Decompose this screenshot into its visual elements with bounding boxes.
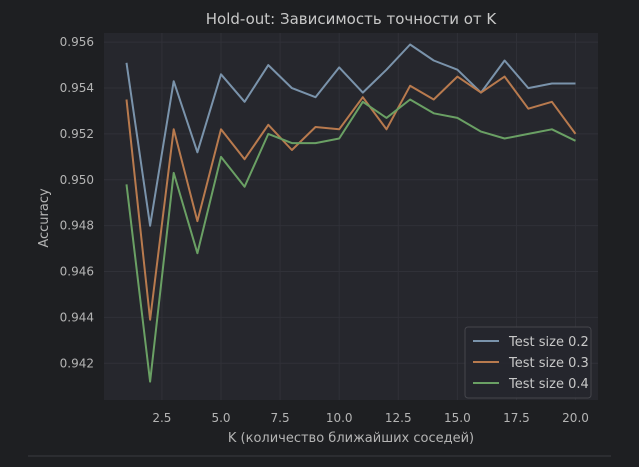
legend-label: Test size 0.3 [508, 356, 589, 371]
series-line [125, 98, 576, 383]
y-tick-label: 0.948 [60, 219, 94, 233]
y-tick-label: 0.952 [60, 127, 94, 141]
x-tick-label: 7.5 [271, 411, 290, 425]
x-tick-label: 15.0 [444, 411, 471, 425]
x-tick-label: 5.0 [211, 411, 230, 425]
x-tick-label: 12.5 [385, 411, 412, 425]
chart-title: Hold-out: Зависимость точности от K [206, 10, 498, 28]
y-tick-label: 0.954 [60, 81, 94, 95]
y-tick-label: 0.942 [60, 356, 94, 370]
x-tick-label: 17.5 [503, 411, 530, 425]
y-tick-label: 0.950 [60, 173, 94, 187]
y-axis-ticks: 0.942 0.944 0.946 0.948 0.950 0.952 0.954 0.956 [60, 35, 94, 370]
series-group [125, 43, 577, 383]
legend: Test size 0.2 Test size 0.3 Test size 0.4 [464, 326, 592, 399]
x-tick-label: 2.5 [152, 411, 171, 425]
x-axis-label: K (количество ближайших соседей) [228, 431, 474, 446]
series-line [125, 75, 577, 321]
legend-box [464, 326, 592, 399]
x-tick-label: 10.0 [326, 411, 353, 425]
legend-label: Test size 0.4 [508, 377, 589, 392]
y-axis-label: Accuracy [37, 188, 52, 248]
y-tick-label: 0.944 [60, 310, 94, 324]
y-tick-label: 0.956 [60, 35, 94, 49]
series-line [125, 43, 576, 227]
y-tick-label: 0.946 [60, 265, 94, 279]
x-tick-label: 20.0 [562, 411, 589, 425]
legend-label: Test size 0.2 [508, 335, 589, 350]
x-axis-ticks: 2.5 5.0 7.5 10.0 12.5 15.0 17.5 20.0 [152, 411, 589, 425]
